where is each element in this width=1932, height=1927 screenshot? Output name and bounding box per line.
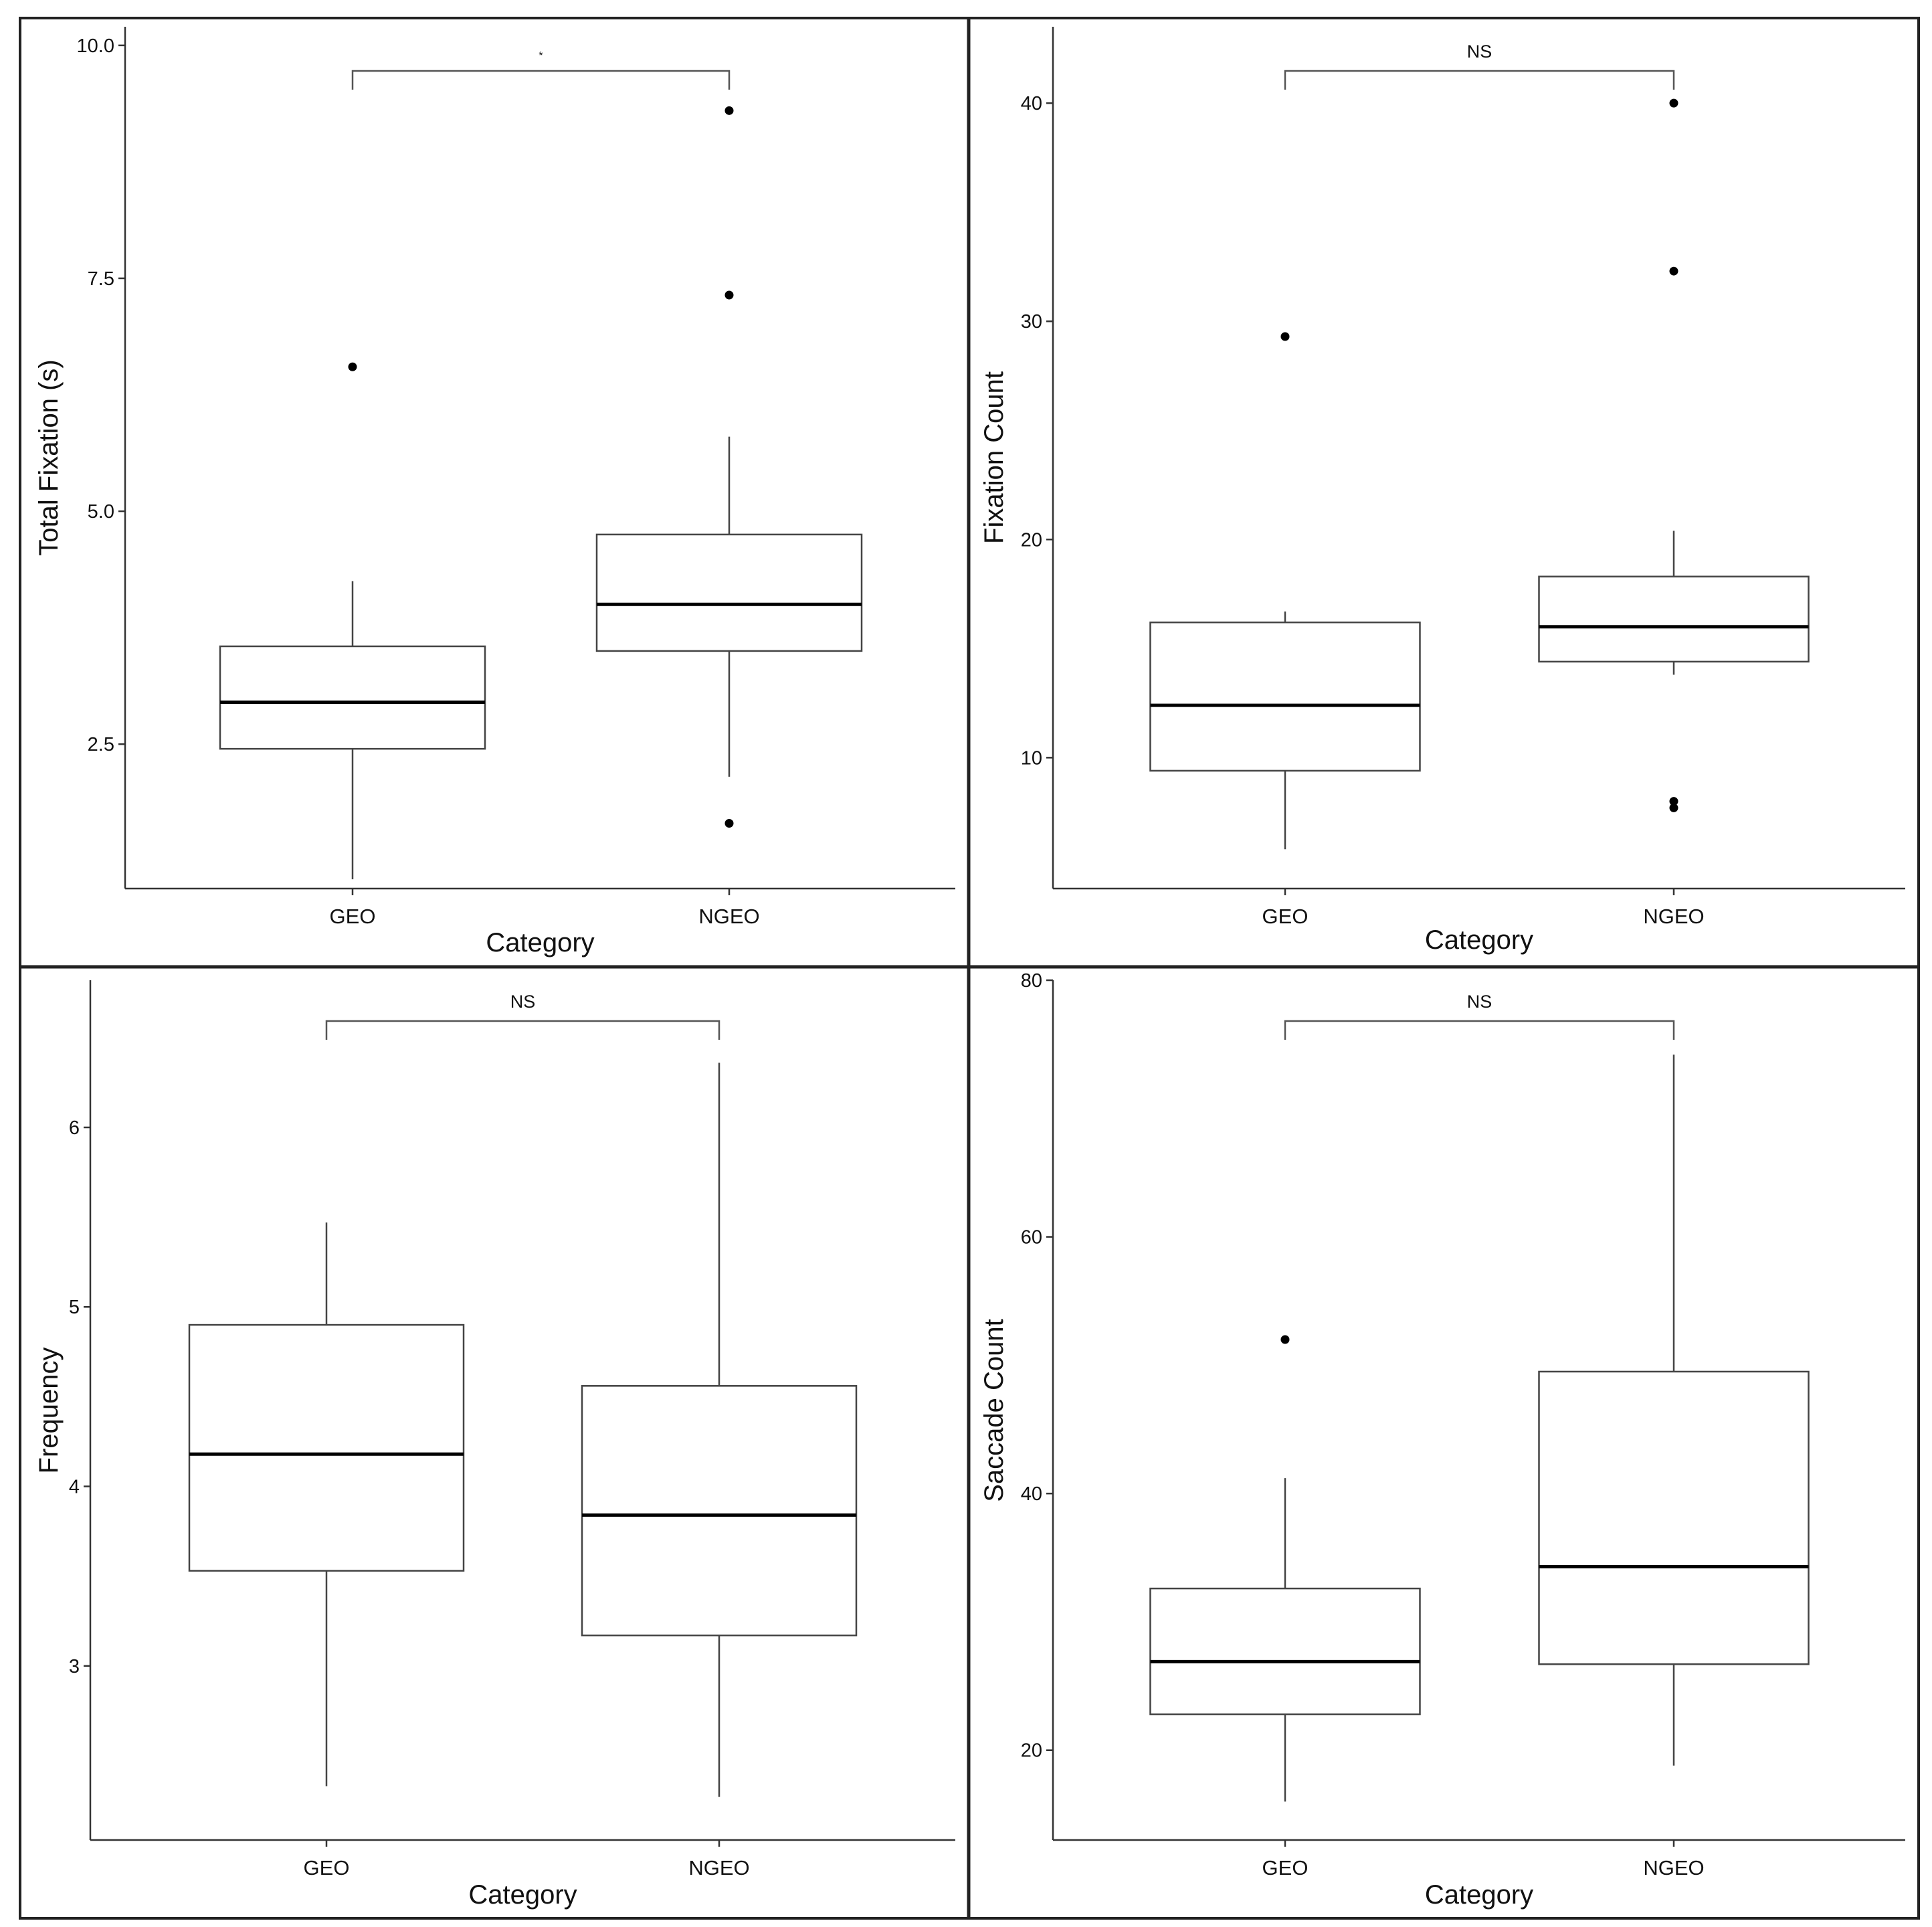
box-ngeo (595, 106, 863, 828)
iqr-box (1149, 621, 1421, 772)
y-tick-label: 4 (69, 1477, 80, 1498)
box-geo (188, 1222, 465, 1786)
y-axis-title: Saccade Count (979, 1319, 1009, 1502)
outlier-point (1280, 332, 1290, 341)
outlier-point (724, 819, 734, 828)
iqr-box (188, 1323, 465, 1572)
outlier-point (1669, 797, 1678, 806)
iqr-box (581, 1385, 858, 1637)
y-tick-label: 40 (1021, 93, 1042, 114)
x-tick-label: NGEO (1643, 1856, 1704, 1879)
y-tick-label: 10.0 (77, 35, 114, 57)
box-geo (1149, 332, 1421, 850)
box-geo (219, 362, 486, 880)
x-axis-title: Category (468, 1880, 577, 1910)
x-tick-label: NGEO (1643, 905, 1704, 928)
outlier-point (1669, 266, 1678, 276)
iqr-box (595, 533, 863, 652)
y-tick-label: 40 (1021, 1483, 1042, 1505)
significance-label: NS (1467, 41, 1492, 62)
box-geo (1149, 1335, 1421, 1802)
y-tick-label: 7.5 (88, 268, 114, 290)
x-tick-label: GEO (330, 905, 376, 928)
y-tick-label: 60 (1021, 1227, 1042, 1249)
significance-bracket (1284, 70, 1675, 90)
y-tick-label: 20 (1021, 1740, 1042, 1762)
figure-frame (19, 17, 1920, 1920)
y-tick-label: 3 (69, 1656, 80, 1677)
outlier-point (1669, 98, 1678, 108)
chart-panel-2: 10 20 30 40 GEO NGEO Category Fixation Count NS (979, 27, 1905, 955)
significance-bracket (325, 1020, 720, 1040)
iqr-box (1538, 1370, 1810, 1665)
y-tick-label: 5 (69, 1297, 80, 1318)
chart-panel-3: 3 4 5 6 GEO NGEO Category Frequency NS (34, 980, 955, 1910)
significance-bracket (351, 70, 731, 90)
y-tick-label: 6 (69, 1117, 80, 1139)
iqr-box (1538, 575, 1810, 663)
y-tick-label: 5.0 (88, 501, 114, 523)
outlier-point (1280, 1335, 1290, 1344)
box-ngeo (1538, 98, 1810, 812)
y-tick-label: 80 (1021, 970, 1042, 992)
x-axis-title: Category (1425, 1880, 1533, 1910)
x-axis-title: Category (486, 928, 594, 957)
x-tick-label: NGEO (698, 905, 759, 928)
significance-bracket (1284, 1020, 1675, 1040)
box-ngeo (581, 1063, 858, 1797)
y-axis-title: Frequency (34, 1348, 64, 1474)
y-axis-title: Fixation Count (979, 371, 1009, 544)
y-tick-label: 30 (1021, 311, 1042, 333)
x-tick-label: GEO (304, 1856, 350, 1879)
significance-label: NS (1467, 992, 1492, 1012)
significance-label: * (539, 50, 543, 62)
box-ngeo (1538, 1054, 1810, 1766)
chart-panel-4: 20 40 60 80 GEO NGEO Category Saccade Count NS (979, 970, 1905, 1910)
panels: 2.5 5.0 7.5 10.0 GEO NGEO Category Total Fixati… (34, 27, 1905, 1910)
x-tick-label: NGEO (688, 1856, 749, 1879)
x-axis-title: Category (1425, 925, 1533, 955)
y-tick-label: 10 (1021, 747, 1042, 769)
significance-label: NS (510, 992, 536, 1012)
y-axis-title: Total Fixation (s) (34, 359, 64, 555)
x-tick-label: GEO (1262, 905, 1309, 928)
outlier-point (1669, 803, 1678, 812)
chart-panel-1: 2.5 5.0 7.5 10.0 GEO NGEO Category Total Fixati… (34, 27, 955, 957)
outlier-point (348, 362, 357, 371)
y-tick-label: 20 (1021, 529, 1042, 551)
x-tick-label: GEO (1262, 1856, 1309, 1879)
iqr-box (219, 645, 486, 750)
iqr-box (1149, 1587, 1421, 1716)
outlier-point (724, 106, 734, 115)
outlier-point (724, 290, 734, 300)
y-tick-label: 2.5 (88, 734, 114, 755)
